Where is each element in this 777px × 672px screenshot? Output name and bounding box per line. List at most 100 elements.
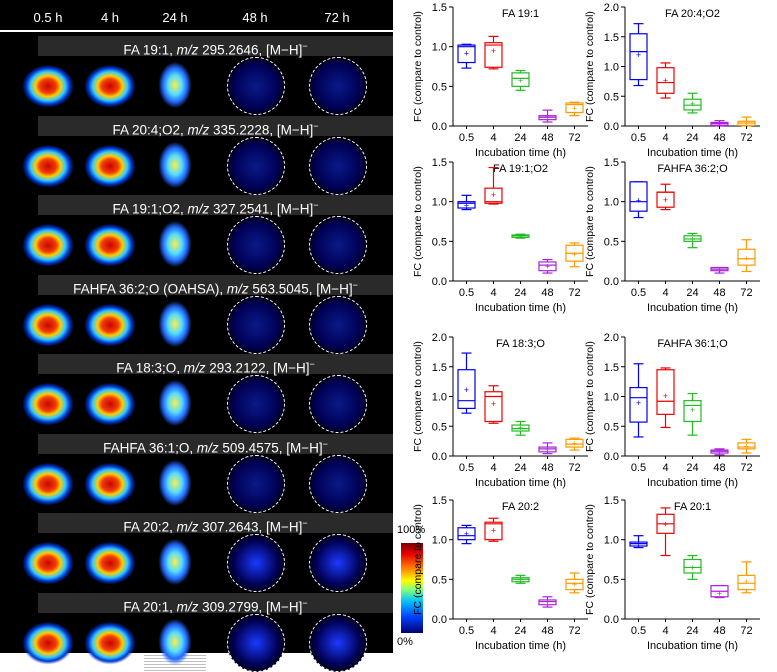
chart-1-box-4-mean-marker: + (744, 118, 749, 128)
chart-3-box-0-mean-marker: + (636, 196, 641, 206)
msi-image-r4-t1 (79, 374, 141, 432)
msi-image-r0-t2 (144, 56, 206, 114)
chart-6-xtick-label-2: 24 (514, 625, 526, 637)
chart-4-box-4-body (565, 438, 584, 448)
chart-2-ytick-label-0: 0.0 (432, 276, 447, 288)
chart-4-ytick-label-1: 0.5 (432, 421, 447, 433)
chart-1-ytick-label-1: 0.5 (604, 91, 619, 103)
chart-6-ytick-label-0: 0.0 (432, 614, 447, 626)
chart-7-xtick-label-4: 72 (740, 625, 752, 637)
chart-6-ytick-label-3: 1.5 (432, 495, 447, 507)
chart-6-xtick-label-3: 48 (541, 625, 553, 637)
chart-0-box-4-mean-marker: + (572, 103, 577, 113)
intensity-colorbar: 100% 0% (395, 520, 455, 653)
chart-4-xtick-label-0: 0.5 (459, 462, 474, 474)
chart-0-box-2-body (511, 72, 530, 87)
chart-7-ytick-label-3: 1.5 (604, 495, 619, 507)
chart-7-box-3-mean-marker: + (717, 588, 722, 598)
chart-2-ylabel: FC (compare to control) (412, 166, 424, 277)
chart-2-box-0-body (457, 201, 476, 209)
chart-6-box-4-mean-marker: + (572, 580, 577, 590)
header-divider (0, 30, 393, 32)
chart-4-xtick-label-2: 24 (514, 462, 526, 474)
chart-7-ytick-label-2: 1.0 (604, 535, 619, 547)
msi-image-r0-t0 (17, 56, 79, 114)
chart-5-box-1-mean-marker: + (663, 391, 668, 401)
chart-5-box-0-mean-marker: + (636, 398, 641, 408)
chart-4-ytick-label-0: 0.0 (432, 451, 447, 463)
colorbar-max-label: 100% (397, 524, 426, 536)
row-label-2: FA 19:1;O2, m/z 327.2541, [M−H]− (38, 195, 393, 217)
chart-0-box-3-mean-marker: + (545, 112, 550, 122)
msi-image-r5-t2 (144, 453, 206, 512)
row-label-0: FA 19:1, m/z 295.2646, [M−H]− (38, 36, 393, 58)
chart-3-xtick-label-2: 24 (686, 287, 698, 299)
chart-3-xtick-label-1: 4 (662, 287, 668, 299)
chart-3-box-4-body (737, 248, 756, 266)
msi-image-r0-t4 (309, 57, 367, 115)
chart-2-ytick-label-1: 0.5 (432, 236, 447, 248)
chart-4-title: FA 18:3;O (496, 338, 545, 350)
chart-2-box-4-mean-marker: + (572, 250, 577, 260)
chart-0-ytick-label-3: 1.5 (432, 2, 447, 14)
chart-6-xtick-label-0: 0.5 (459, 625, 474, 637)
chart-1-box-0-mean-marker: + (636, 50, 641, 60)
msi-image-r2-t3 (227, 216, 285, 274)
chart-7-box-1-mean-marker: + (663, 519, 668, 529)
chart-0-box-0-body (457, 44, 476, 64)
chart-6-title: FA 20:2 (502, 501, 539, 513)
msi-image-r5-t3 (227, 454, 285, 513)
msi-image-r0-t1 (79, 56, 141, 114)
row-label-6: FA 20:2, m/z 307.2643, [M−H]− (38, 513, 393, 535)
chart-1-ytick-label-0: 0.0 (604, 121, 619, 133)
chart-5-box-2-mean-marker: + (690, 405, 695, 415)
chart-5-xtick-label-2: 24 (686, 462, 698, 474)
chart-5-ytick-label-3: 1.5 (604, 362, 619, 374)
chart-7-ytick-label-1: 0.5 (604, 574, 619, 586)
chart-6-box-4-body (565, 578, 584, 591)
msi-image-r2-t2 (144, 215, 206, 273)
msi-image-r2-t0 (17, 215, 79, 273)
chart-2-box-1-mean-marker: + (491, 190, 496, 200)
chart-3-xtick-label-3: 48 (713, 287, 725, 299)
chart-2-xtick-label-4: 72 (568, 287, 580, 299)
msi-image-r3-t2 (144, 294, 206, 353)
chart-7-xlabel: Incubation time (h) (647, 640, 738, 652)
chart-0-title: FA 19:1 (502, 8, 539, 20)
chart-6-box-0-mean-marker: + (464, 529, 469, 539)
chart-0-xtick-label-3: 48 (541, 132, 553, 144)
chart-2-xlabel: Incubation time (h) (475, 302, 566, 314)
chart-7-xtick-label-2: 24 (686, 625, 698, 637)
boxplot-charts: 0.0 0.5 1.0 1.5 FA 19:1 FC (compare to contro… (412, 2, 760, 652)
msi-image-r6-t0 (17, 533, 79, 591)
chart-2-box-2-mean-marker: + (518, 231, 523, 241)
chart-0-xtick-label-4: 72 (568, 132, 580, 144)
chart-3-xtick-label-0: 0.5 (631, 287, 646, 299)
chart-0-box-1-mean-marker: + (491, 46, 496, 56)
time-header-4: 72 h (324, 10, 350, 25)
chart-1-xlabel: Incubation time (h) (647, 147, 738, 159)
chart-0-xtick-label-2: 24 (514, 132, 526, 144)
msi-image-r6-t2 (144, 533, 206, 591)
chart-2-ytick-label-2: 1.0 (432, 197, 447, 209)
chart-3-box-1-mean-marker: + (663, 195, 668, 205)
msi-image-panel: 0.5 h 4 h 24 h 48 h 72 h FA 19:1, m/z 295.264… (0, 0, 393, 672)
chart-7-box-2-mean-marker: + (690, 563, 695, 573)
chart-0-box-4-body (565, 102, 584, 114)
chart-0-xlabel: Incubation time (h) (475, 147, 566, 159)
chart-0-ytick-label-2: 1.0 (432, 42, 447, 54)
chart-5-xtick-label-4: 72 (740, 462, 752, 474)
chart-6-xlabel: Incubation time (h) (475, 640, 566, 652)
chart-3-box-4-mean-marker: + (744, 253, 749, 263)
chart-2-title: FA 19:1;O2 (493, 163, 548, 175)
chart-1-ytick-label-4: 2.0 (604, 2, 619, 14)
msi-image-r2-t1 (79, 215, 141, 273)
chart-4-box-4-mean-marker: + (572, 438, 577, 448)
chart-1-box-2-mean-marker: + (690, 99, 695, 109)
chart-2-box-0-mean-marker: + (464, 200, 469, 210)
chart-0-box-1-body (484, 42, 503, 68)
time-header-1: 4 h (100, 10, 120, 25)
chart-1-ylabel: FC (compare to control) (584, 11, 596, 122)
chart-3-title: FAHFA 36:2;O (657, 163, 728, 175)
msi-image-r5-t1 (79, 453, 141, 512)
